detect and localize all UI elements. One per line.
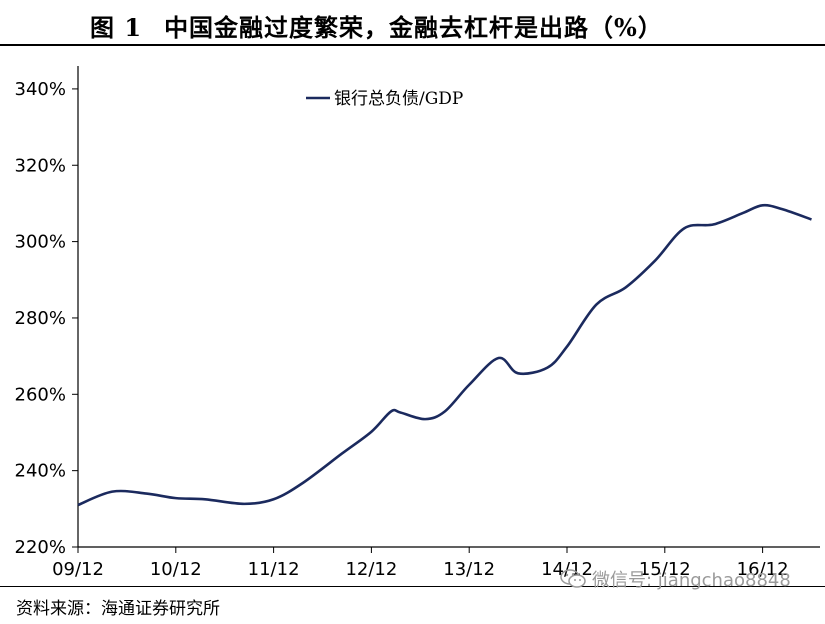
x-tick-label: 12/12 <box>345 559 397 580</box>
source-note: 资料来源：海通证券研究所 <box>16 599 220 619</box>
watermark: 微信号: jiangchao8848 <box>560 566 791 592</box>
x-tick-label: 09/12 <box>52 559 104 580</box>
line-chart: 220% 240% 260% 280% 300% 320% 340% 09/12 10/12 11… <box>15 66 820 580</box>
y-tick-label: 240% <box>15 461 66 482</box>
x-tick-label: 13/12 <box>443 559 495 580</box>
x-tick-label: 11/12 <box>248 559 300 580</box>
title-bar: 图 1 中国金融过度繁荣，金融去杠杆是出路（%） <box>0 0 825 46</box>
x-tick-label: 16/12 <box>737 559 789 580</box>
x-tick-label: 15/12 <box>639 559 691 580</box>
wechat-icon <box>560 569 586 588</box>
chart-title: 图 1 中国金融过度繁荣，金融去杠杆是出路（%） <box>90 8 663 43</box>
source-divider <box>0 586 825 587</box>
y-tick-label: 300% <box>15 232 66 253</box>
y-tick-label: 220% <box>15 537 66 558</box>
legend-label: 银行总负债/GDP <box>334 89 463 109</box>
x-tick-label: 10/12 <box>150 559 202 580</box>
series-line <box>77 203 812 507</box>
watermark-text: 微信号: jiangchao8848 <box>592 570 791 591</box>
figure-number: 图 1 <box>90 13 143 42</box>
y-tick-label: 340% <box>15 79 66 100</box>
y-tick-label: 280% <box>15 308 66 329</box>
y-tick-label: 260% <box>15 384 66 405</box>
y-tick-label: 320% <box>15 155 66 176</box>
title-text: 中国金融过度繁荣，金融去杠杆是出路（%） <box>164 13 663 42</box>
